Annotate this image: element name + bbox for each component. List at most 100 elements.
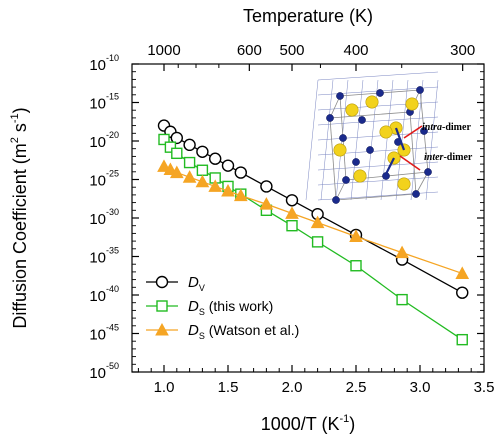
cell-edge [329,117,337,201]
data-point-circle [221,159,235,172]
data-point-triangle [259,197,274,210]
dimer-bond [385,157,395,175]
legend-symbol: D [188,298,199,315]
cell-edge [329,111,411,119]
y-tick-base: 10 [89,288,106,305]
cell-edge [415,171,429,195]
y-tick-label: 10 [89,327,106,344]
data-point-triangle [169,165,184,179]
data-point-square [183,156,196,169]
top-axis-title: Temperature (K) [243,6,373,26]
y-tick-label: 10 [89,211,106,228]
y-tick-base: 10 [89,96,106,113]
data-point-triangle [208,179,223,192]
y-axis-title: Diffusion Coefficient (m2 s-1) [9,107,30,328]
legend-symbol: D [188,274,199,291]
yellow-atom [365,95,379,109]
x-tick-label: 1.5 [218,379,239,396]
y-tick-label: 10 [89,173,106,190]
data-point-circle [170,131,184,145]
data-point-square [396,293,408,306]
y-title-sup2: -1 [9,113,21,123]
y-tick-base: 10 [89,327,106,344]
intra-arrow [403,125,423,139]
y-tick-exponent: -35 [106,246,119,256]
y-tick-exponent: -10 [106,53,119,63]
legend-subscript: S [199,331,205,341]
mesh-line [317,161,439,171]
data-point-square [164,141,177,153]
plot-frame [131,63,485,373]
mesh-line [395,79,409,201]
series-1 [158,133,468,346]
legend-marker-square [156,300,168,312]
mesh-line [305,79,319,201]
y-tick-label: 10 [89,57,106,74]
legend-label: DV [188,274,205,293]
y-title-sup1: 2 [9,137,21,143]
y-tick-label: 10 [89,365,106,382]
y-tick-exponent: -50 [106,361,119,371]
navy-atom [326,114,334,122]
data-point-triangle [310,215,325,229]
legend-symbol: D [188,322,199,339]
navy-atom [420,127,428,135]
y-title-tail: ) [10,107,30,113]
data-point-square [196,164,209,176]
y-title-main: Diffusion Coefficient (m [10,143,30,328]
top-tick-label: 500 [279,42,304,59]
navy-atom [339,134,347,142]
yellow-atom [353,169,367,183]
top-tick-label: 400 [343,42,368,59]
mesh-line [317,131,439,141]
legend-label: DS (this work) [188,298,273,317]
x-title-sup: -1 [339,413,349,425]
intra-rest: -dimer [442,122,471,133]
data-point-circle [196,145,209,158]
y-tick-exponent: -30 [106,207,119,217]
mesh-line [425,79,439,201]
y-tick-exponent: -15 [106,92,119,102]
data-point-triangle [182,170,197,183]
data-point-circle [208,152,222,165]
dimer-bond [394,127,406,151]
data-point-triangle [163,162,178,175]
legend-entry-0: DV [146,274,205,293]
data-point-triangle [395,245,409,259]
navy-atom [366,146,374,154]
y-tick-base: 10 [89,134,106,151]
intra-italic: intra [422,122,442,133]
yellow-atom [397,177,411,191]
mesh-line [317,116,439,126]
legend-entry-2: DS (Watson et al.) [146,322,299,341]
yellow-atom [405,97,419,111]
y-tick-exponent: -25 [106,169,119,179]
series-line [163,125,463,294]
data-point-square [311,236,324,248]
y-tick-base: 10 [89,211,106,228]
y-tick-base: 10 [89,173,106,190]
data-point-triangle [195,174,210,188]
navy-atom [416,86,424,94]
legend-suffix: (Watson et al.) [205,322,299,338]
intra-dimer-label: intra-dimer [422,122,471,133]
navy-atom [412,190,420,198]
legend-subscript: S [199,307,205,317]
series-line [163,165,463,275]
top-tick-label: 1000 [147,42,180,59]
inter-italic: inter [424,152,444,163]
legend-suffix: (this work) [205,298,273,314]
yellow-atom [333,143,347,157]
mesh-line [317,176,439,186]
legend-label: DS (Watson et al.) [188,322,299,341]
x-tick-label: 3.5 [474,379,495,396]
navy-atom [358,116,366,124]
navy-atom [336,92,344,100]
inter-dimer-label: inter-dimer [424,152,473,163]
data-point-circle [285,194,299,207]
x-axis-title: 1000/T (K-1) [261,413,356,434]
x-tick-label: 2.0 [282,379,303,396]
x-tick-label: 1.0 [154,379,175,396]
y-tick-exponent: -45 [106,323,119,333]
yellow-atom [345,103,359,117]
